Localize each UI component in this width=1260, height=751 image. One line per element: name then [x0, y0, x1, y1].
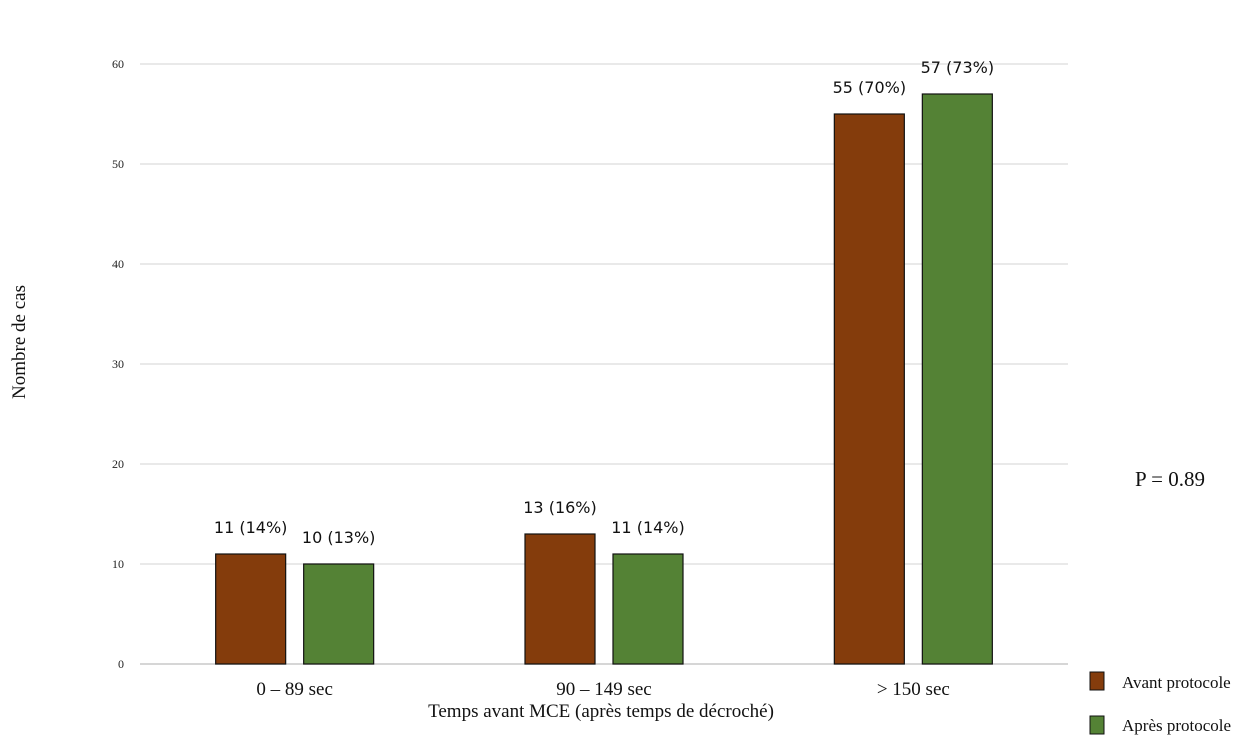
p-value-annotation: P = 0.89	[1135, 467, 1205, 491]
legend-label-apres: Après protocole	[1122, 716, 1231, 735]
legend-label-avant: Avant protocole	[1122, 673, 1231, 692]
legend-swatch-avant	[1089, 671, 1105, 691]
legend-swatch-apres	[1089, 715, 1105, 735]
data-label: 57 (73%)	[921, 58, 995, 77]
data-label: 11 (14%)	[611, 518, 685, 537]
x-category-label: > 150 sec	[877, 679, 950, 700]
data-label: 13 (16%)	[523, 498, 597, 517]
y-tick-label: 30	[112, 357, 124, 371]
data-label: 55 (70%)	[833, 78, 907, 97]
x-category-label: 0 – 89 sec	[256, 679, 333, 700]
x-axis-title: Temps avant MCE (après temps de décroché…	[428, 701, 774, 722]
y-axis-ticks: 0 10 20 30 40 50 60	[112, 57, 124, 671]
y-tick-label: 20	[112, 457, 124, 471]
y-tick-label: 60	[112, 57, 124, 71]
y-tick-label: 40	[112, 257, 124, 271]
bar-avant-0	[215, 553, 287, 665]
y-tick-label: 10	[112, 557, 124, 571]
gridlines	[140, 63, 1068, 665]
bar-apres-0	[303, 563, 375, 665]
bar-avant-2	[833, 113, 905, 665]
bar-avant-1	[524, 533, 596, 665]
y-tick-label: 50	[112, 157, 124, 171]
y-tick-label: 0	[118, 657, 124, 671]
x-category-label: 90 – 149 sec	[556, 679, 652, 700]
bars	[215, 93, 993, 665]
data-label: 11 (14%)	[214, 518, 288, 537]
legend: Avant protocole Après protocole	[1089, 671, 1231, 735]
data-label: 10 (13%)	[302, 528, 376, 547]
bar-apres-2	[921, 93, 993, 665]
x-axis-categories: 0 – 89 sec 90 – 149 sec > 150 sec	[256, 679, 949, 700]
data-labels: 11 (14%) 10 (13%) 13 (16%) 11 (14%) 55 (70%)…	[214, 58, 994, 547]
bar-apres-1	[612, 553, 684, 665]
y-axis-title: Nombre de cas	[9, 285, 30, 399]
